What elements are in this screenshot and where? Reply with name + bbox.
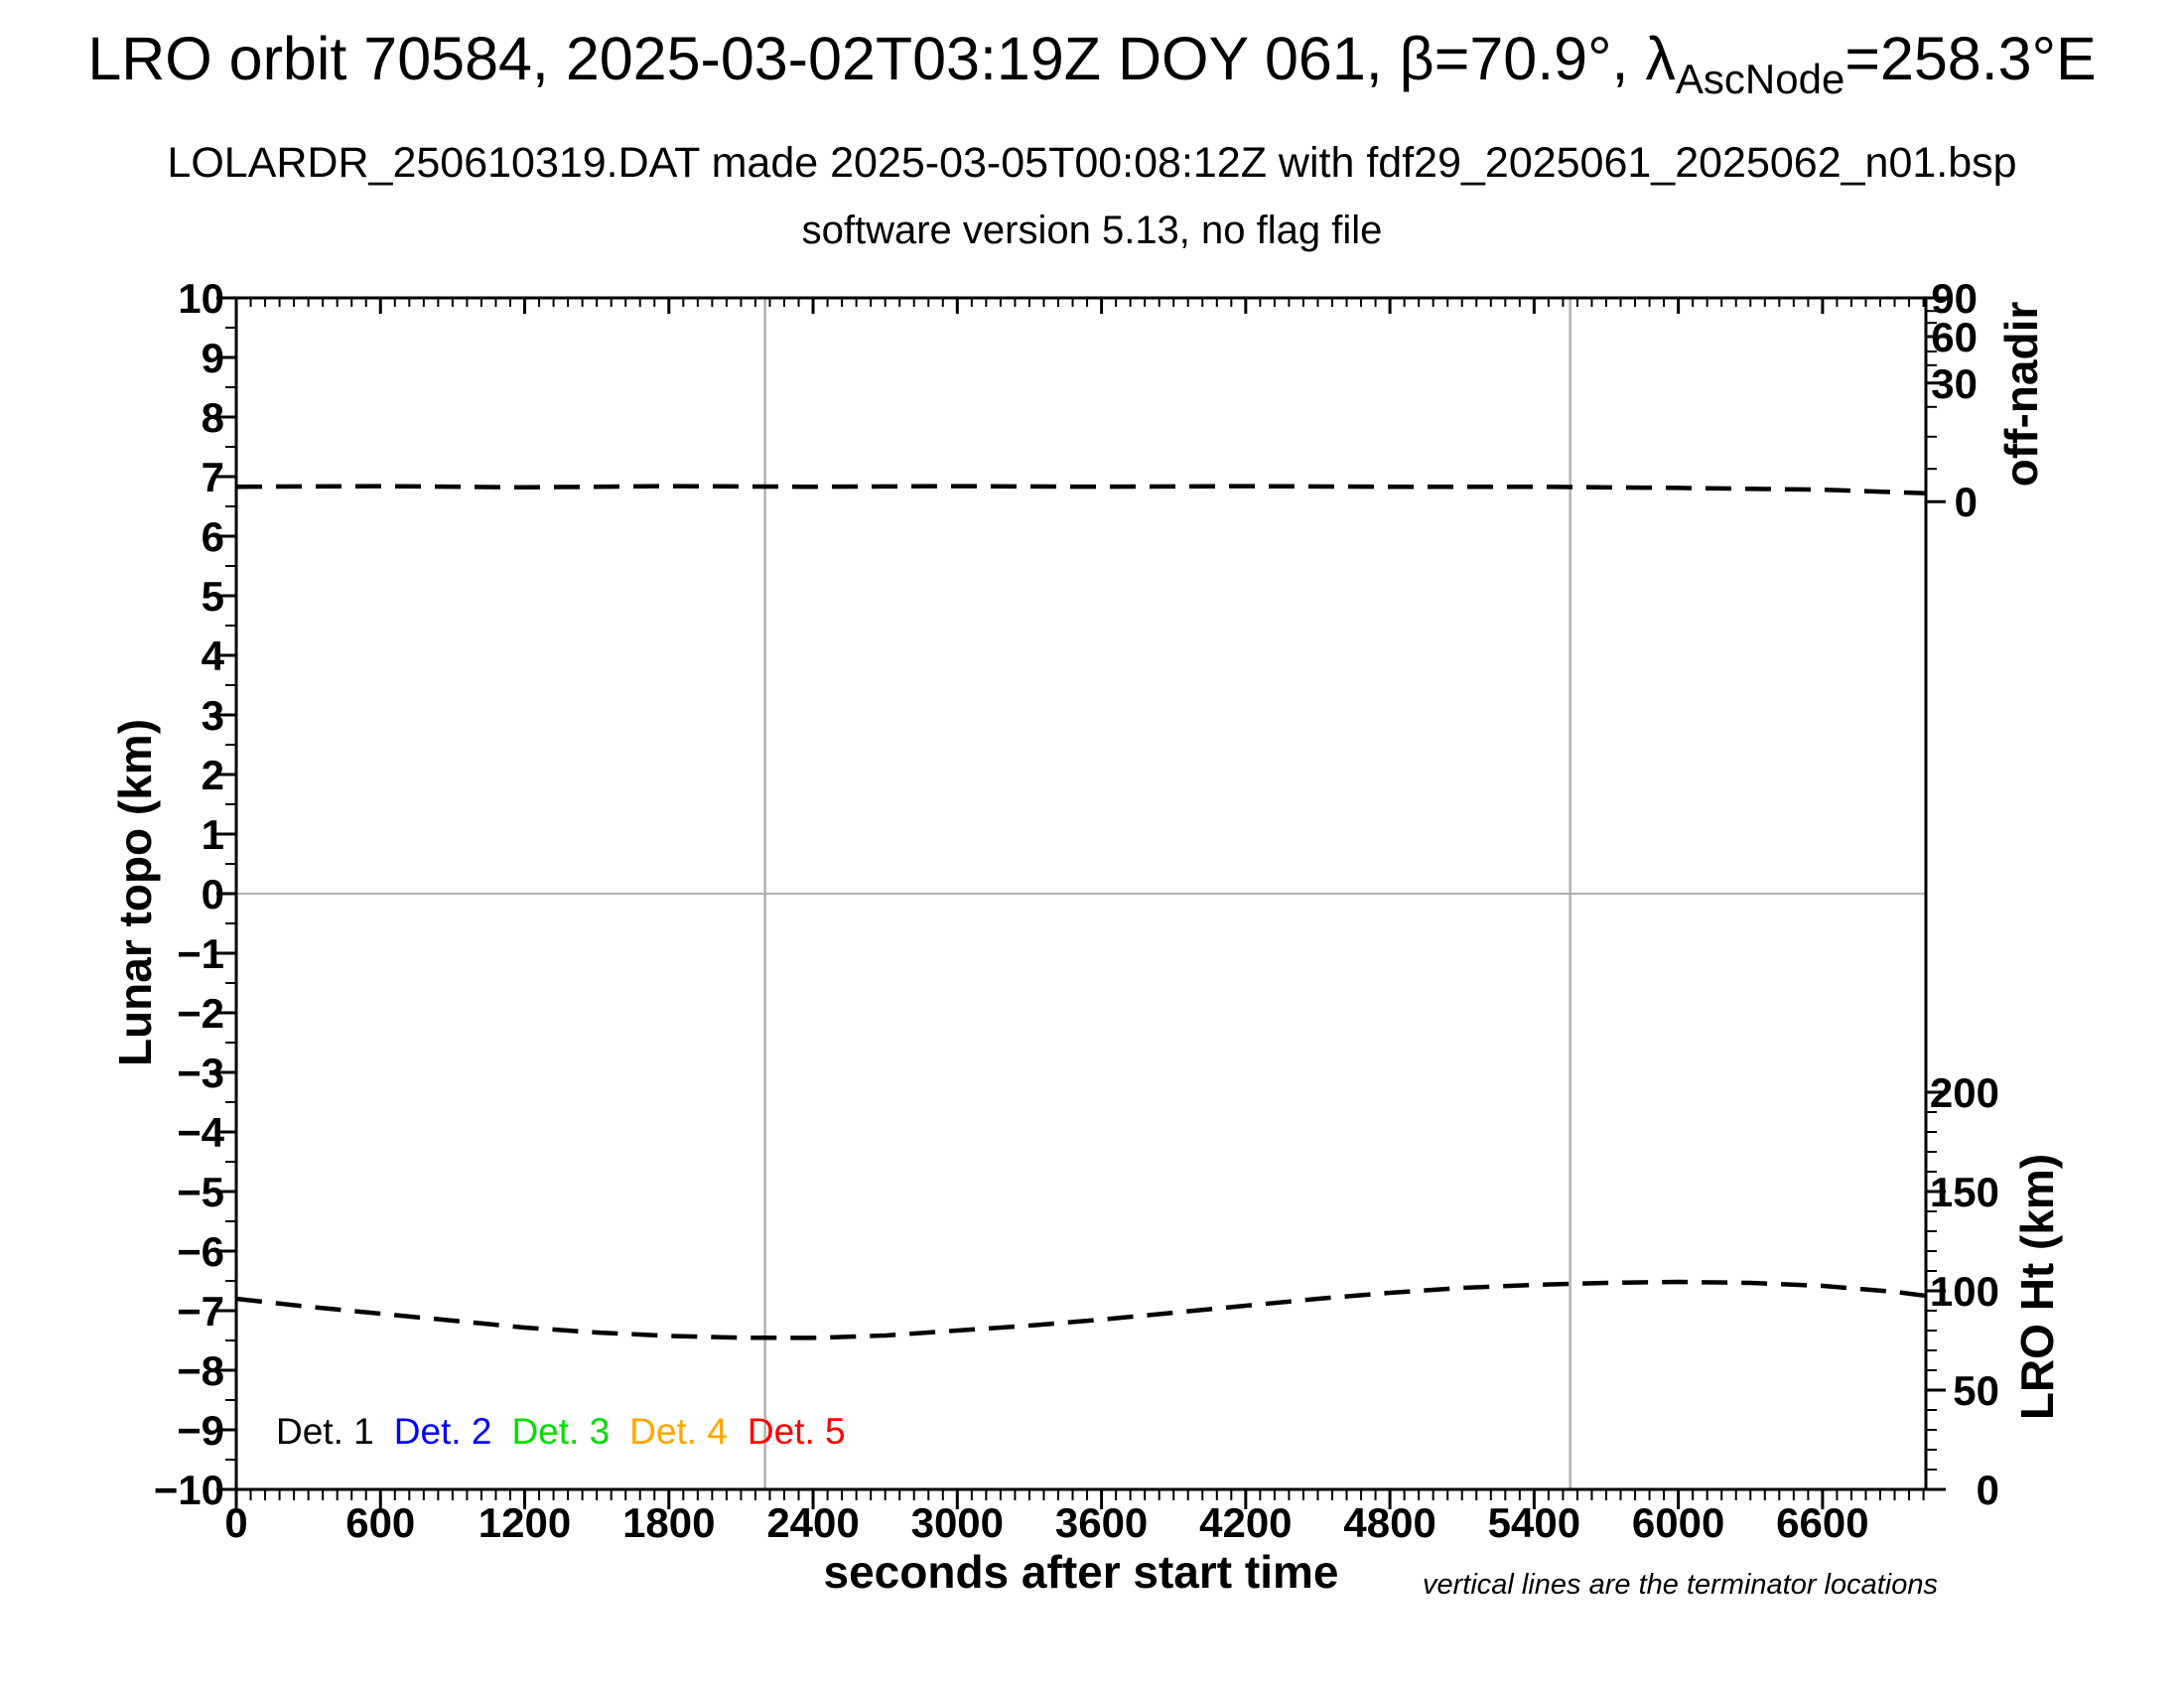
y-left-tick-label: −2: [177, 990, 224, 1037]
off-nadir-tick-label: 90: [1931, 275, 1978, 322]
lro-ht-tick-label: 150: [1930, 1169, 1999, 1215]
title-lambda-subscript: AscNode: [1675, 56, 1845, 102]
page-title: LRO orbit 70584, 2025-03-02T03:19Z DOY 0…: [0, 24, 2184, 103]
subtitle-software-version: software version 5.13, no flag file: [801, 209, 1383, 252]
x-tick-label: 6600: [1776, 1499, 1868, 1546]
x-tick-label: 4200: [1199, 1499, 1292, 1546]
y-left-tick-label: 0: [202, 871, 224, 917]
x-tick-label: 600: [345, 1499, 415, 1546]
x-tick-label: 1800: [622, 1499, 715, 1546]
off-nadir-tick-label: 30: [1931, 360, 1978, 407]
y-left-tick-label: −8: [177, 1347, 224, 1394]
x-tick-label: 3600: [1055, 1499, 1148, 1546]
x-tick-label: 3000: [911, 1499, 1004, 1546]
terminator-footnote: vertical lines are the terminator locati…: [1422, 1569, 1938, 1601]
x-tick-label: 6000: [1632, 1499, 1724, 1546]
lro-height-curve: [235, 1279, 1927, 1340]
x-axis-label: seconds after start time: [823, 1546, 1339, 1598]
y-axis-label-lunar-topo: Lunar topo (km): [109, 718, 161, 1067]
lro-ht-tick-label: 50: [1953, 1367, 1999, 1414]
legend-item-det-1: Det. 1: [276, 1411, 374, 1452]
y-left-tick-label: 5: [202, 573, 224, 620]
x-tick-label: 0: [224, 1499, 247, 1546]
y-axis-label-off-nadir: off-nadir: [1995, 301, 2047, 488]
y-left-tick-label: −4: [177, 1109, 225, 1156]
tick-labels: 0 600 1200 1800 2400 3000 3600 4200 4800 5400 6000…: [154, 275, 1999, 1546]
minor-ticks: [225, 298, 1937, 1500]
lro-ht-tick-label: 100: [1930, 1268, 1999, 1315]
title-main: LRO orbit 70584, 2025-03-02T03:19Z DOY 0…: [87, 25, 1676, 92]
subtitle-data-file: LOLARDR_250610319.DAT made 2025-03-05T00…: [167, 139, 2017, 187]
major-ticks: [216, 296, 1946, 1509]
x-tick-label: 5400: [1488, 1499, 1580, 1546]
lro-ht-tick-label: 0: [1977, 1467, 1999, 1513]
y-left-tick-label: −5: [177, 1169, 224, 1215]
off-nadir-curve: [235, 484, 1927, 496]
y-left-tick-label: −1: [177, 930, 224, 977]
legend-item-det-5: Det. 5: [747, 1411, 846, 1452]
y-left-tick-label: 7: [202, 454, 224, 500]
x-tick-label: 4800: [1343, 1499, 1435, 1546]
legend-item-det-3: Det. 3: [511, 1411, 611, 1452]
legend-item-det-2: Det. 2: [393, 1411, 492, 1452]
y-left-tick-label: 6: [202, 513, 224, 560]
y-left-tick-label: 8: [202, 394, 224, 441]
off-nadir-tick-label: 60: [1931, 314, 1978, 360]
x-tick-label: 1200: [478, 1499, 571, 1546]
y-axis-label-lro-height: LRO Ht (km): [2011, 1153, 2063, 1421]
y-left-tick-label: −6: [177, 1228, 224, 1275]
detector-legend: Det. 1 Det. 2 Det. 3 Det. 4 Det. 5: [276, 1411, 846, 1453]
off-nadir-tick-label: 0: [1955, 479, 1978, 525]
y-left-tick-label: 3: [202, 692, 224, 739]
y-left-tick-label: 2: [202, 752, 224, 798]
title-suffix: =258.3°E: [1844, 25, 2097, 92]
legend-item-det-4: Det. 4: [629, 1411, 728, 1452]
y-left-tick-label: −9: [177, 1407, 224, 1454]
lro-ht-tick-label: 200: [1930, 1069, 1999, 1116]
y-left-tick-label: −3: [177, 1050, 224, 1096]
y-left-tick-label: 1: [202, 811, 224, 858]
y-left-tick-label: 9: [202, 335, 224, 381]
y-left-tick-label: 10: [178, 275, 224, 322]
y-left-tick-label: −10: [154, 1467, 224, 1513]
x-tick-label: 2400: [766, 1499, 859, 1546]
y-left-tick-label: −7: [177, 1288, 224, 1335]
y-left-tick-label: 4: [202, 633, 225, 679]
